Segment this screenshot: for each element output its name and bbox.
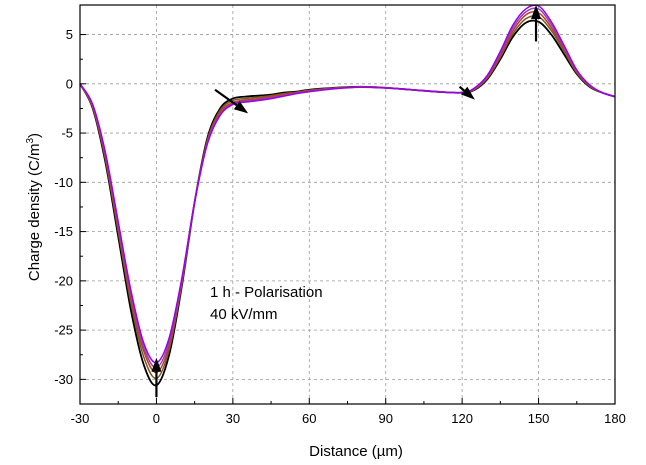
y-axis-label-main: Charge density (C/m: [26, 144, 43, 282]
series-line-1: [79, 19, 616, 387]
trend-arrows: [151, 5, 542, 398]
y-tick-label: 5: [66, 27, 73, 42]
y-tick-label: -15: [54, 224, 73, 239]
x-tick-label: 180: [604, 411, 626, 426]
trend-arrow-head-2: [233, 101, 249, 114]
trend-arrow-shaft-2: [214, 88, 238, 107]
axis-ticks: [79, 34, 616, 404]
x-axis-label: Distance (µm): [309, 443, 403, 460]
annotation-line-2: 40 kV/mm: [210, 306, 278, 323]
x-tick-label: 90: [378, 411, 392, 426]
trend-arrow-shaft-3: [458, 85, 465, 92]
x-tick-label: 30: [226, 411, 240, 426]
y-tick-label: -20: [54, 273, 73, 288]
plot-frame: [79, 4, 616, 405]
series-line-4: [79, 7, 616, 369]
y-tick-label: -10: [54, 175, 73, 190]
x-tick-label: 0: [153, 411, 160, 426]
trend-arrow-head-3: [460, 86, 475, 100]
y-tick-label: -25: [54, 323, 73, 338]
x-tick-label: -30: [71, 411, 90, 426]
y-tick-label: -30: [54, 372, 73, 387]
annotation-line-1: 1 h - Polarisation: [210, 284, 323, 301]
y-axis-label-tail: ): [26, 133, 43, 138]
y-axis-label-sup: 3: [25, 138, 36, 144]
series-line-2: [79, 15, 616, 380]
series-line-3: [79, 11, 616, 374]
x-tick-label: 60: [302, 411, 316, 426]
series-line-5: [79, 4, 616, 364]
trend-arrow-head-1: [151, 357, 162, 372]
series-lines: [79, 4, 616, 387]
x-tick-label: 150: [528, 411, 550, 426]
x-tick-label: 120: [451, 411, 473, 426]
y-tick-label: -5: [61, 126, 73, 141]
trend-arrow-head-4: [531, 5, 542, 19]
tick-labels: -30 0 30 60 90 120 150 180 -30 -25 -20 -15 -10 -5 0 5: [54, 27, 626, 426]
y-tick-label: 0: [66, 76, 73, 91]
y-axis-label: Charge density (C/m3): [25, 133, 43, 281]
grid-lines: [80, 5, 615, 404]
